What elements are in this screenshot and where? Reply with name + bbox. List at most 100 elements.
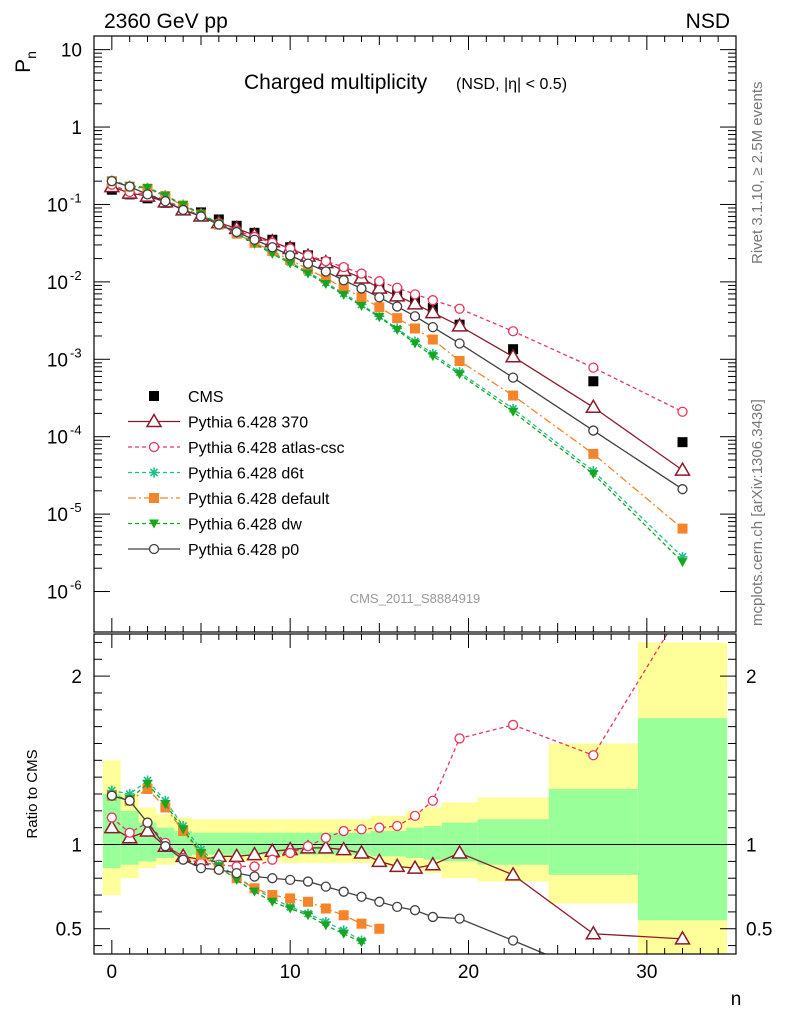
ratio-point-0-14 (353, 844, 370, 859)
legend-marker-2 (148, 441, 160, 453)
ratio-point-1-1 (124, 827, 135, 838)
ratio-point-5-7 (231, 868, 242, 879)
ratio-point-2-1 (124, 789, 135, 799)
legend-marker-1 (145, 413, 163, 428)
band-green-7 (370, 831, 407, 857)
top-point-5-22 (677, 558, 688, 568)
ratio-point-5-16 (392, 901, 403, 912)
x-axis-label: n (731, 989, 742, 1010)
ratio-point-5-2 (142, 817, 153, 828)
top-ytick-label-1: 1 (71, 118, 82, 139)
top-point-6-8 (249, 234, 260, 245)
top-ytick-exp-7: -6 (70, 578, 82, 593)
top-point-6-0 (106, 176, 117, 187)
top-point-6-22 (677, 484, 688, 495)
top-point-1-16 (388, 287, 406, 302)
legend-marker-4 (149, 493, 159, 503)
top-point-1-18 (424, 304, 442, 319)
top-point-2-12 (320, 256, 331, 267)
top-point-1-21 (585, 398, 602, 414)
plot-title: Charged multiplicity (244, 71, 428, 94)
top-point-5-18 (427, 352, 438, 362)
ratio-ytick-label-right-0: 0.5 (746, 920, 772, 941)
ratio-point-0-21 (585, 925, 602, 940)
ratio-point-3-15 (374, 923, 385, 934)
rivet-version: Rivet 3.1.10, ≥ 2.5M events (749, 82, 766, 265)
top-point-6-18 (427, 322, 438, 333)
legend-label-6: Pythia 6.428 p0 (188, 542, 299, 559)
ratio-point-1-15 (374, 822, 385, 833)
top-point-5-19 (454, 370, 465, 380)
legend-item-4: Pythia 6.428 default (128, 491, 330, 508)
legend-item-5: Pythia 6.428 dw (128, 517, 302, 534)
top-point-6-6 (213, 219, 224, 230)
ratio-point-1-20 (507, 719, 519, 731)
mcplots-credit: mcplots.cern.ch [arXiv:1306.3436] (749, 399, 766, 626)
ratio-point-3-13 (338, 910, 349, 921)
plot-subtitle: (NSD, |η| < 0.5) (456, 76, 567, 93)
ratio-point-5-12 (320, 881, 331, 892)
top-point-4-12 (320, 273, 331, 284)
top-point-6-9 (267, 242, 278, 253)
legend-label-2: Pythia 6.428 atlas-csc (188, 440, 345, 457)
legend-item-1: Pythia 6.428 370 (128, 413, 308, 432)
ratio-point-5-21 (589, 970, 598, 979)
top-point-2-17 (409, 289, 421, 300)
top-point-6-2 (142, 189, 153, 200)
top-ylabel-base: P (12, 59, 35, 73)
ratio-point-4-10 (285, 904, 296, 914)
ratio-series-group (103, 634, 691, 979)
ratio-point-1-12 (320, 832, 331, 843)
top-point-6-13 (338, 275, 349, 286)
legend-item-6: Pythia 6.428 p0 (128, 542, 299, 559)
legend-label-5: Pythia 6.428 dw (188, 517, 302, 534)
top-point-2-19 (454, 303, 465, 314)
legend-marker-6 (148, 543, 160, 555)
ratio-point-0-15 (371, 852, 388, 868)
ratio-series-line-5 (111, 795, 547, 954)
legend-item-2: Pythia 6.428 atlas-csc (128, 440, 345, 457)
top-ytick-exp-2: -1 (70, 190, 82, 205)
ratio-ytick-label-left-0: 0.5 (56, 920, 82, 941)
top-point-1-22 (674, 461, 691, 476)
top-point-2-15 (374, 276, 385, 287)
top-series-6 (106, 176, 688, 495)
top-point-2-14 (356, 268, 367, 279)
ratio-point-4-12 (320, 921, 331, 931)
band-green-11 (477, 819, 549, 865)
top-point-4-11 (303, 264, 313, 275)
top-point-1-20 (504, 348, 522, 363)
ratio-point-0-0 (103, 819, 121, 834)
legend-label-4: Pythia 6.428 default (188, 491, 330, 508)
top-point-5-17 (410, 339, 420, 349)
ratio-point-5-17 (409, 905, 421, 916)
top-point-5-16 (392, 325, 403, 335)
top-point-2-20 (507, 326, 519, 337)
top-point-5-14 (356, 301, 367, 311)
top-point-6-16 (392, 301, 403, 312)
ratio-series-line-4 (111, 782, 362, 943)
top-ytick-label-0: 10 (61, 41, 82, 62)
top-point-6-19 (454, 338, 465, 349)
ratio-point-5-0 (106, 790, 117, 801)
ratio-point-5-14 (356, 891, 367, 902)
legend-item-0: CMS (149, 389, 224, 406)
top-ytick-exp-5: -4 (70, 423, 82, 438)
x-tick-label-0: 0 (107, 962, 118, 983)
top-point-2-16 (392, 282, 403, 293)
top-point-6-20 (507, 372, 519, 383)
ratio-point-5-3 (160, 841, 171, 852)
top-point-4-18 (427, 334, 438, 345)
ratio-point-5-15 (374, 896, 385, 907)
ratio-point-1-17 (409, 810, 421, 822)
ratio-point-5-8 (249, 871, 260, 882)
top-ylabel-sub: n (23, 51, 39, 59)
legend-marker-3 (149, 467, 159, 478)
top-point-4-17 (410, 323, 420, 334)
ratio-point-1-14 (356, 824, 367, 835)
ratio-point-3-14 (356, 918, 367, 929)
top-point-6-14 (356, 283, 367, 294)
top-ytick-label-3: 10 (47, 273, 68, 294)
legend-label-1: Pythia 6.428 370 (188, 415, 308, 432)
